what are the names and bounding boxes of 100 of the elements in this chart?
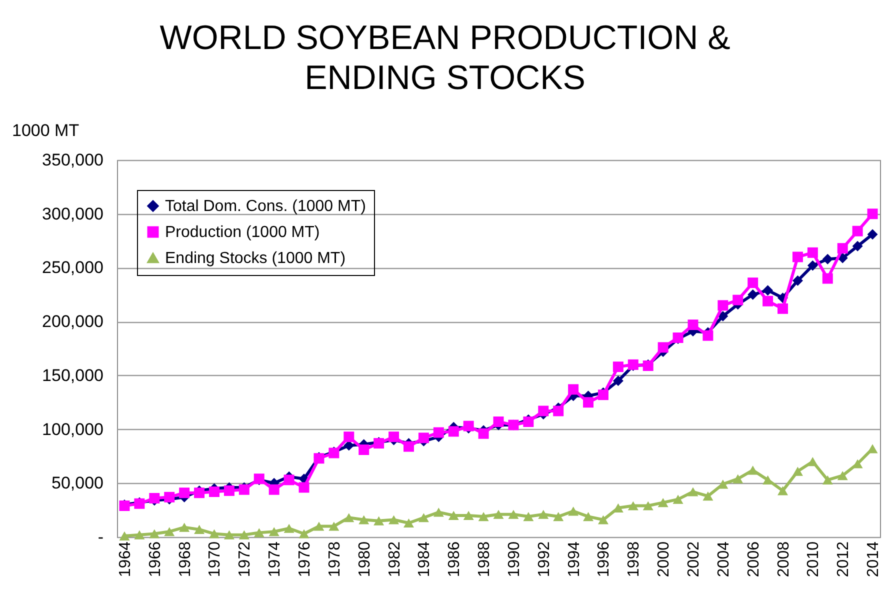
point (194, 488, 205, 498)
point (718, 480, 728, 489)
x-tick-label: 1982 (386, 541, 404, 578)
x-tick-label: 2012 (835, 541, 852, 578)
point (523, 416, 534, 427)
point (778, 486, 788, 496)
point (822, 475, 833, 484)
x-tick-label: 1980 (356, 541, 374, 578)
point (852, 240, 863, 252)
point (583, 512, 594, 522)
point (284, 524, 294, 533)
x-tick-label: 1988 (476, 541, 494, 578)
point (553, 406, 564, 416)
point (179, 522, 190, 532)
y-tick-label: 300,000 (42, 204, 104, 224)
point (164, 527, 175, 536)
point (448, 510, 459, 520)
point (792, 252, 803, 262)
point (538, 510, 549, 519)
point (314, 522, 324, 531)
point (119, 531, 130, 540)
point (344, 513, 354, 522)
point (328, 522, 340, 531)
point (702, 492, 714, 501)
point (762, 285, 774, 296)
point (478, 512, 489, 522)
point (807, 457, 818, 466)
x-tick-label: 1992 (536, 541, 553, 578)
point (493, 510, 504, 519)
point (403, 441, 414, 452)
point (523, 512, 534, 522)
point (209, 486, 220, 498)
point (268, 527, 280, 536)
point (298, 529, 310, 538)
point (433, 427, 444, 438)
point (688, 320, 698, 330)
point (583, 397, 594, 408)
point (642, 501, 654, 510)
x-tick-label: 2002 (685, 541, 702, 578)
y-tick-label: 200,000 (42, 312, 104, 332)
point (284, 474, 294, 486)
point (807, 247, 818, 258)
x-tick-label: 1976 (296, 541, 314, 578)
point (658, 498, 668, 508)
point (463, 510, 474, 520)
point (358, 515, 370, 524)
point (612, 362, 624, 372)
point (688, 487, 698, 496)
point (792, 275, 803, 286)
point (268, 484, 280, 495)
x-tick-label: 1996 (596, 541, 613, 578)
point (433, 508, 444, 517)
point (224, 530, 234, 540)
y-tick-label: 100,000 (42, 420, 104, 439)
point (748, 466, 758, 475)
x-tick-label: 1964 (116, 541, 134, 578)
point (807, 260, 818, 271)
point (718, 310, 728, 322)
point (732, 294, 744, 306)
point (837, 471, 848, 480)
x-tick-label: 1984 (416, 541, 434, 578)
x-tick-label: 1966 (146, 541, 164, 578)
point (718, 300, 728, 311)
x-tick-label: 1990 (506, 541, 523, 578)
x-tick-label: 1970 (206, 541, 224, 578)
point (612, 376, 624, 386)
point (748, 289, 758, 300)
x-tick-label: 1974 (266, 541, 284, 578)
point (224, 485, 234, 496)
y-tick-label: 50,000 (52, 474, 104, 493)
point (538, 406, 549, 416)
x-tick-label: 2000 (656, 541, 673, 578)
point (732, 474, 744, 484)
x-tick-label: 1986 (446, 541, 464, 578)
point (598, 515, 608, 524)
point (388, 515, 400, 524)
point (344, 432, 354, 442)
point (493, 416, 504, 427)
point (403, 518, 414, 528)
point (658, 342, 668, 353)
y-tick-label: 150,000 (42, 366, 104, 385)
x-tick-label: 1972 (236, 541, 254, 578)
point (179, 488, 190, 498)
point (867, 229, 878, 240)
point (748, 278, 758, 288)
point (553, 512, 564, 522)
point (568, 506, 579, 516)
point (628, 501, 638, 510)
point (792, 466, 803, 476)
x-tick-label: 2004 (715, 541, 732, 578)
point (298, 482, 310, 493)
point (448, 426, 459, 437)
point (374, 516, 384, 526)
point (388, 432, 400, 442)
point (209, 529, 220, 538)
x-tick-label: 2010 (805, 541, 822, 578)
legend-label: Total Dom. Cons. (1000 MT) (165, 198, 366, 215)
x-tick-label: 2008 (775, 541, 792, 578)
point (822, 254, 833, 264)
point (149, 529, 160, 538)
